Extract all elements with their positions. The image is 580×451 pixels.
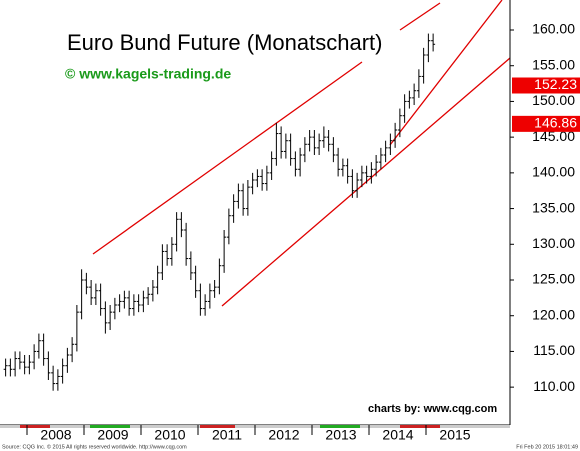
y-tick-label: 120.00 [532, 306, 575, 322]
strip-seg [320, 425, 360, 428]
price-marker-label: 152.23 [534, 76, 577, 92]
trend-line [221, 57, 511, 307]
price-marker-label: 146.86 [534, 115, 577, 131]
strip-seg [90, 425, 130, 428]
price-marker [512, 115, 580, 132]
y-tick-label: 130.00 [532, 235, 575, 251]
x-tick-label: 2015 [439, 427, 470, 443]
x-tick-label: 2012 [268, 427, 299, 443]
trend-line [389, 0, 503, 146]
subtitle: © www.kagels-trading.de [65, 66, 231, 82]
price-marker [512, 77, 580, 94]
timestamp: Fri Feb 20 2015 18:01:49 [516, 444, 578, 450]
x-tick-label: 2014 [382, 427, 413, 443]
strip-seg [20, 425, 50, 428]
y-tick-label: 140.00 [532, 164, 575, 180]
y-tick-label: 125.00 [532, 271, 575, 287]
credit: charts by: www.cqg.com [368, 403, 497, 415]
x-tick-label: 2011 [212, 427, 242, 443]
y-tick-label: 110.00 [533, 378, 575, 394]
trend-line [92, 61, 363, 255]
chart-title: Euro Bund Future (Monatschart) [67, 30, 382, 55]
source: Source: CQG Inc. © 2015 All rights reser… [2, 443, 187, 450]
y-tick-label: 160.00 [532, 21, 575, 37]
x-tick-label: 2013 [325, 427, 356, 443]
x-tick-label: 2009 [97, 427, 128, 443]
strip-seg [200, 425, 235, 428]
trend-line [399, 2, 441, 31]
y-tick-label: 135.00 [532, 199, 575, 215]
channel-lines [92, 0, 511, 307]
y-tick-label: 150.00 [532, 92, 575, 108]
x-tick-label: 2008 [40, 427, 71, 443]
strip-seg [400, 425, 440, 428]
x-tick-label: 2010 [154, 427, 185, 443]
y-tick-label: 155.00 [532, 56, 575, 72]
y-tick-label: 115.00 [533, 342, 575, 358]
